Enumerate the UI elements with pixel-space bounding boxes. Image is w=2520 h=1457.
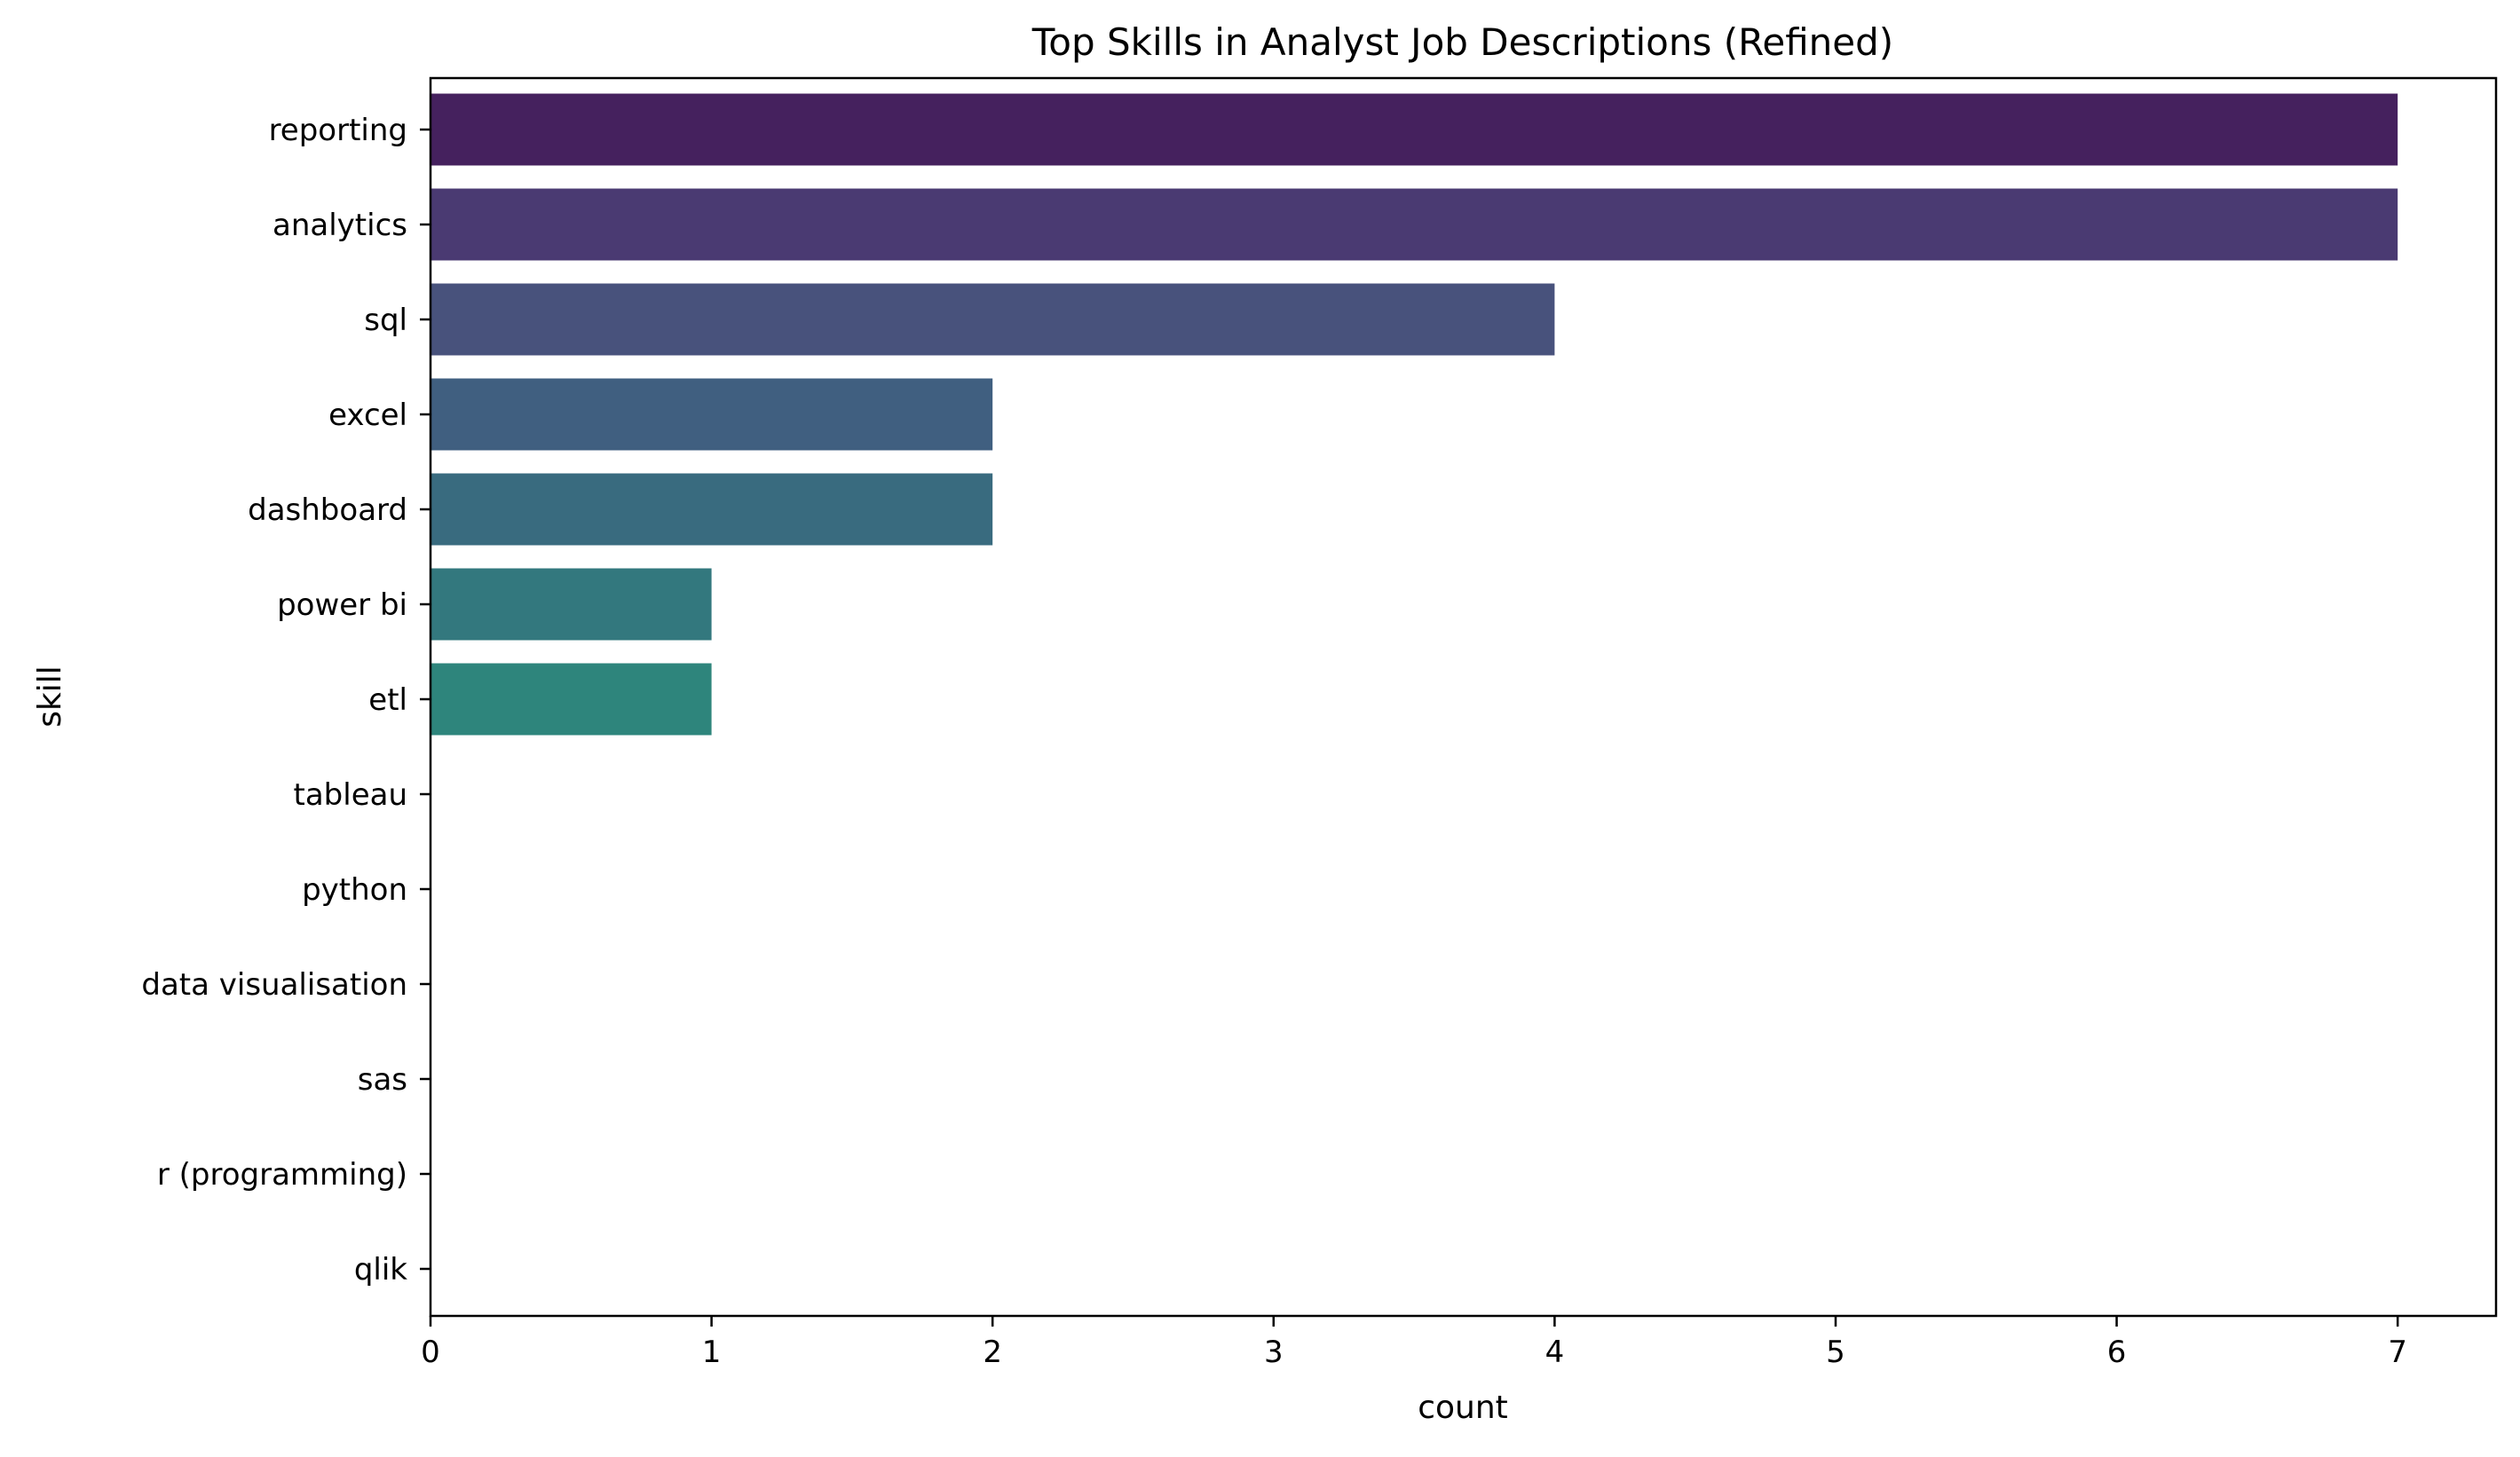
- y-tick-label: excel: [328, 398, 407, 433]
- plot-frame: [429, 76, 2498, 1318]
- chart-title: Top Skills in Analyst Job Descriptions (…: [1031, 20, 1893, 64]
- x-axis-label: count: [1418, 1390, 1508, 1426]
- bar-etl: [431, 663, 712, 736]
- x-tick-label: 6: [2107, 1335, 2127, 1370]
- bar-excel: [431, 378, 993, 451]
- x-tick-label: 0: [421, 1335, 440, 1370]
- bar-reporting: [431, 93, 2398, 166]
- y-tick-label: reporting: [269, 113, 407, 148]
- bar-dashboard: [431, 473, 993, 546]
- y-tick-label: dashboard: [248, 492, 407, 528]
- x-tick-label: 1: [702, 1335, 722, 1370]
- x-tick-label: 2: [983, 1335, 1002, 1370]
- y-tick-label: sas: [358, 1062, 407, 1098]
- x-tick-label: 7: [2388, 1335, 2407, 1370]
- y-tick-label: analytics: [273, 208, 407, 243]
- x-tick-label: 3: [1264, 1335, 1284, 1370]
- y-tick-label: sql: [364, 303, 407, 338]
- y-axis-label: skill: [32, 665, 68, 728]
- y-tick-label: power bi: [277, 587, 407, 623]
- y-tick-label: r (programming): [157, 1157, 407, 1193]
- x-axis: 0 1 2 3 4 5 6 7: [421, 1316, 2407, 1370]
- bars-layer: [431, 93, 2398, 736]
- y-tick-label: tableau: [294, 777, 408, 813]
- x-tick-label: 5: [1826, 1335, 1845, 1370]
- bar-sql: [431, 283, 1555, 356]
- x-tick-label: 4: [1545, 1335, 1565, 1370]
- y-tick-label: etl: [368, 682, 407, 718]
- y-tick-label: data visualisation: [141, 967, 407, 1003]
- y-axis: reporting analytics sql excel dashboard power…: [141, 113, 431, 1288]
- y-tick-label: qlik: [354, 1252, 407, 1288]
- bar-analytics: [431, 188, 2398, 261]
- bar-power-bi: [431, 568, 712, 641]
- y-tick-label: python: [302, 872, 407, 908]
